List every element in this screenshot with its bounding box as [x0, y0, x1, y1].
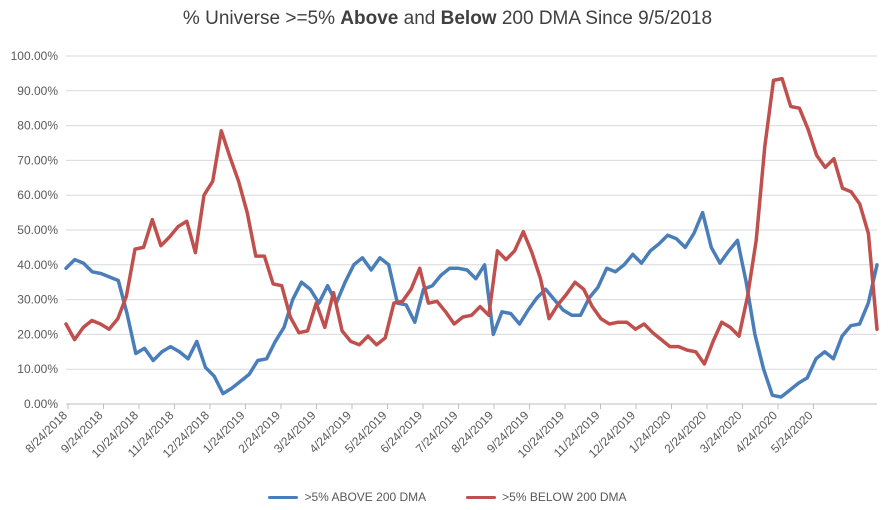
chart-title-prefix: % Universe >=5%: [182, 8, 341, 29]
y-tick-label: 100.00%: [11, 49, 59, 63]
legend-item-above: >5% ABOVE 200 DMA: [268, 490, 426, 504]
legend-swatch-above: [268, 495, 299, 499]
y-tick-label: 30.00%: [17, 293, 58, 307]
chart-title-bold-above: Above: [340, 8, 399, 29]
y-tick-label: 70.00%: [17, 153, 58, 167]
chart-title-suffix: 200 DMA Since 9/5/2018: [496, 8, 713, 29]
chart-legend: >5% ABOVE 200 DMA >5% BELOW 200 DMA: [0, 490, 895, 504]
y-tick-label: 90.00%: [17, 84, 58, 98]
y-tick-label: 20.00%: [17, 327, 58, 341]
y-tick-label: 40.00%: [17, 258, 58, 272]
legend-label-above: >5% ABOVE 200 DMA: [304, 490, 427, 504]
y-tick-label: 0.00%: [24, 397, 58, 411]
chart-title-mid: and: [398, 8, 441, 29]
y-tick-label: 10.00%: [17, 362, 58, 376]
y-tick-label: 80.00%: [17, 119, 58, 133]
legend-swatch-below: [466, 495, 497, 499]
y-tick-label: 60.00%: [17, 188, 58, 202]
chart-title: % Universe >=5% Above and Below 200 DMA …: [0, 8, 895, 30]
y-tick-label: 50.00%: [17, 223, 58, 237]
series-line-below: [64, 76, 879, 366]
chart-title-bold-below: Below: [440, 8, 497, 29]
series-line-above: [64, 210, 879, 399]
legend-item-below: >5% BELOW 200 DMA: [466, 490, 627, 504]
legend-label-below: >5% BELOW 200 DMA: [502, 490, 627, 504]
